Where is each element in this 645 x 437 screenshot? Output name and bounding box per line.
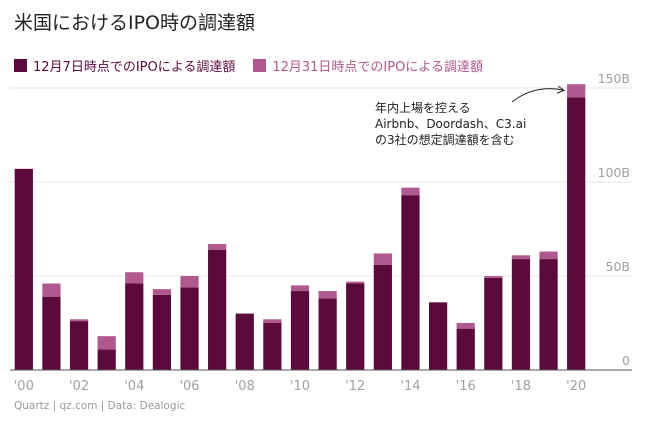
bar-series2-2005 <box>152 289 172 295</box>
x-tick-label: '18 <box>511 379 531 394</box>
legend-label-series1: 12月7日時点でのIPOによる調達額 <box>33 60 236 75</box>
x-tick-label: '12 <box>345 379 365 394</box>
x-tick-label: '02 <box>69 379 89 394</box>
x-tick-label: '04 <box>124 379 144 394</box>
legend: 12月7日時点でのIPOによる調達額 12月31日時点でのIPOによる調達額 <box>14 56 501 75</box>
x-tick-label: '14 <box>400 379 420 394</box>
bar-series2-2002 <box>69 319 89 322</box>
bar-series2-2016 <box>456 323 475 329</box>
bar-series1-2011 <box>318 298 337 370</box>
bar-series1-2019 <box>539 259 558 370</box>
bar-series1-2018 <box>511 259 531 370</box>
bar-series1-2009 <box>263 323 282 370</box>
legend-swatch-series2 <box>253 59 267 72</box>
bar-series1-2007 <box>208 249 227 370</box>
source-credit: Quartz | qz.com | Data: Dealogic <box>14 400 186 412</box>
x-tick-label: '10 <box>290 379 310 394</box>
annotation-line: 年内上場を控える <box>375 101 471 115</box>
bar-series2-2011 <box>318 291 337 299</box>
bar-series2-2018 <box>511 255 531 260</box>
annotation: 年内上場を控える Airbnb、Doordash、C3.ai の3社の想定調達額… <box>375 100 526 148</box>
bar-series1-2006 <box>180 287 199 370</box>
bar-series1-2014 <box>401 195 420 370</box>
bar-series2-2004 <box>125 272 144 284</box>
legend-item-series1: 12月7日時点でのIPOによる調達額 <box>14 56 235 75</box>
annotation-arrowhead <box>556 85 566 94</box>
bar-series2-2014 <box>401 187 420 196</box>
bar-series1-2012 <box>346 283 365 370</box>
bar-series1-2015 <box>428 302 448 370</box>
bar-series1-2013 <box>373 264 392 370</box>
bar-series1-2016 <box>456 328 475 370</box>
legend-swatch-series1 <box>14 59 27 72</box>
chart-title: 米国におけるIPO時の調達額 <box>14 12 256 34</box>
legend-item-series2: 12月31日時点でのIPOによる調達額 <box>253 56 483 75</box>
annotation-arrow <box>511 88 565 103</box>
y-tick-label: 100B <box>598 165 630 180</box>
bar-series1-2000 <box>14 168 33 370</box>
bar-series1-2004 <box>125 283 144 370</box>
y-tick-label: 50B <box>606 259 630 274</box>
x-tick-label: '00 <box>14 379 34 394</box>
x-tick-label: '20 <box>566 379 586 394</box>
x-tick-label: '06 <box>179 379 199 394</box>
bar-series1-2002 <box>69 321 89 370</box>
bar-series2-2013 <box>373 253 392 265</box>
annotation-line: の3社の想定調達額を含む <box>375 133 515 147</box>
x-tick-label: '16 <box>456 379 476 394</box>
y-tick-label: 150B <box>598 71 630 86</box>
bar-series2-2017 <box>484 276 503 278</box>
bar-series2-2001 <box>42 283 61 297</box>
bar-series2-2010 <box>290 285 310 292</box>
bar-series1-2008 <box>235 313 254 370</box>
bar-series2-2019 <box>539 251 558 260</box>
bar-series1-2005 <box>152 294 172 370</box>
annotation-line: Airbnb、Doordash、C3.ai <box>375 117 527 131</box>
bar-series2-2012 <box>346 281 365 284</box>
bar-series1-2003 <box>97 349 116 370</box>
bar-series1-2017 <box>484 277 503 370</box>
bar-series1-2001 <box>42 296 61 370</box>
bar-series2-2020 <box>567 84 586 98</box>
bar-series2-2006 <box>180 276 199 288</box>
bar-series1-2010 <box>290 291 310 370</box>
bar-series1-2020 <box>567 97 586 371</box>
legend-label-series2: 12月31日時点でのIPOによる調達額 <box>272 60 483 75</box>
bar-series2-2003 <box>97 336 116 350</box>
bar-series2-2007 <box>208 244 227 250</box>
x-tick-label: '08 <box>235 379 255 394</box>
y-tick-label: 0 <box>622 353 630 368</box>
bar-series2-2009 <box>263 319 282 323</box>
